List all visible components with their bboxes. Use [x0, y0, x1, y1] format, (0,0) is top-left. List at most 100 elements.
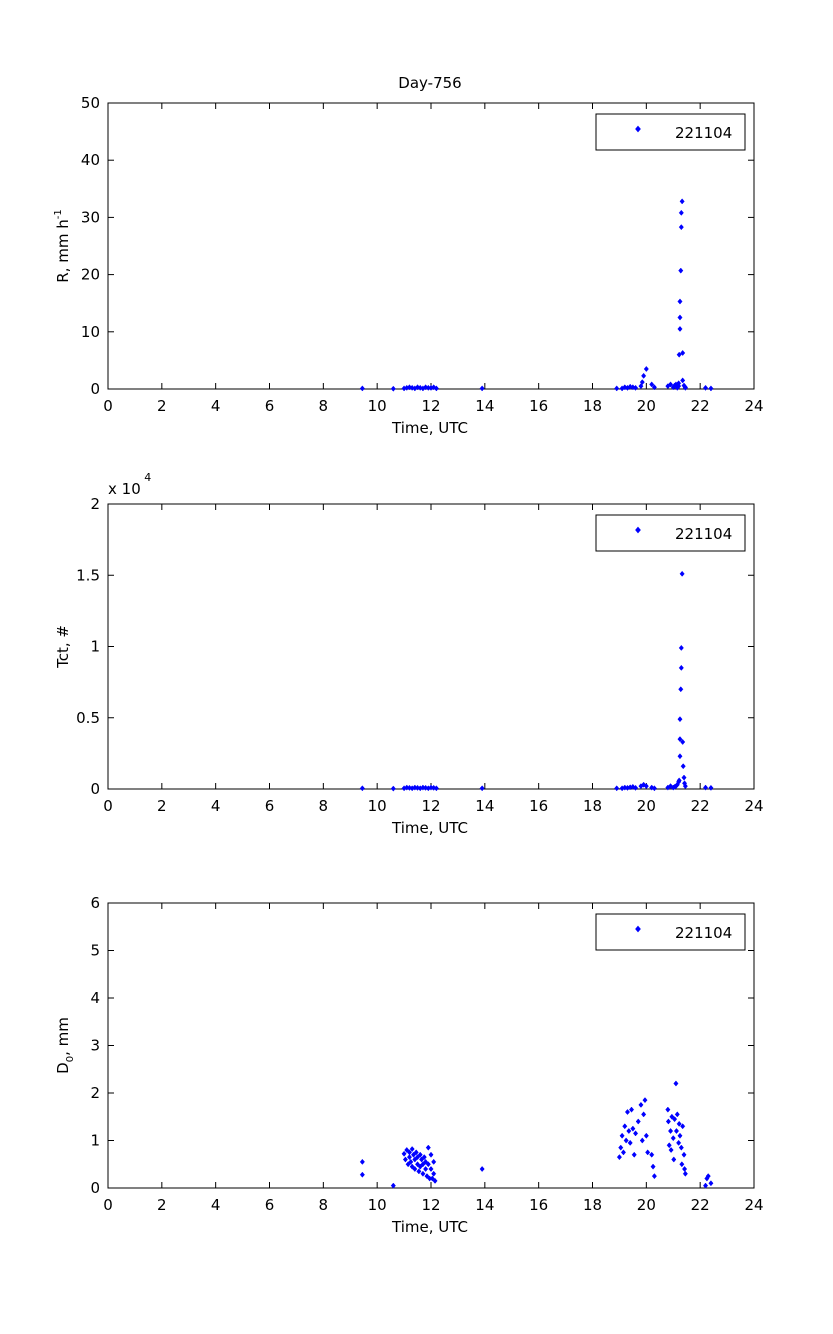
data-point: [703, 1182, 709, 1189]
data-point: [620, 1149, 626, 1156]
data-point: [627, 1139, 633, 1146]
data-point: [359, 785, 365, 792]
data-point: [641, 372, 647, 379]
x-tick-label: 14: [475, 397, 494, 415]
data-point: [359, 1158, 365, 1165]
data-point: [635, 1118, 641, 1125]
x-tick-label: 6: [265, 397, 275, 415]
data-point: [676, 1120, 682, 1127]
data-point: [676, 1139, 682, 1146]
data-point: [433, 385, 439, 392]
data-point: [431, 1158, 437, 1165]
data-point: [359, 1171, 365, 1178]
data-point: [673, 1080, 679, 1087]
data-point: [390, 785, 396, 792]
x-tick-label: 14: [475, 1196, 494, 1214]
data-point: [677, 298, 683, 305]
data-point: [682, 384, 688, 391]
data-point: [680, 738, 686, 745]
data-point: [668, 1147, 674, 1153]
y-axis-label: R, mm h-1: [53, 209, 72, 282]
x-tick-label: 18: [583, 397, 602, 415]
y-tick-label: 1: [90, 638, 100, 656]
data-point: [639, 1137, 645, 1144]
data-point: [676, 777, 682, 784]
data-point: [668, 381, 674, 388]
legend-box: [595, 514, 746, 552]
data-point: [665, 1106, 671, 1113]
data-point: [417, 1151, 423, 1158]
data-point: [678, 224, 684, 231]
figure-title: Day-756: [398, 74, 461, 92]
data-point: [404, 1147, 410, 1153]
legend: 221104: [595, 514, 746, 552]
data-point: [630, 783, 636, 790]
data-point: [678, 209, 684, 216]
y-tick-label: 50: [81, 94, 100, 112]
x-tick-label: 20: [637, 397, 656, 415]
legend-box: [595, 113, 746, 151]
data-point: [639, 379, 645, 386]
data-point: [668, 1128, 674, 1134]
legend-box: [595, 913, 746, 951]
legend-label: 221104: [675, 525, 732, 543]
data-point: [677, 314, 683, 321]
data-point: [643, 783, 649, 790]
x-tick-label: 22: [691, 397, 710, 415]
y-tick-label: 5: [90, 942, 100, 960]
x-tick-label: 12: [421, 797, 440, 815]
data-point: [433, 785, 439, 792]
data-point: [409, 1146, 415, 1153]
data-point: [682, 783, 688, 790]
series-221104: [359, 198, 714, 392]
data-point: [479, 1166, 485, 1172]
data-point: [633, 384, 639, 391]
data-point: [651, 785, 657, 792]
data-point: [408, 1158, 414, 1165]
data-point: [406, 1149, 412, 1156]
series-221104: [359, 1080, 714, 1189]
x-tick-label: 8: [319, 797, 329, 815]
data-point: [638, 383, 644, 390]
y-tick-label: 1: [90, 1132, 100, 1150]
data-point: [626, 1128, 632, 1134]
data-point: [423, 1166, 429, 1172]
x-tick-label: 20: [637, 797, 656, 815]
data-point: [643, 1132, 649, 1139]
x-tick-label: 22: [691, 1196, 710, 1214]
data-point: [679, 1161, 685, 1168]
data-point: [673, 1128, 680, 1134]
data-point: [428, 1166, 434, 1172]
data-point: [680, 1123, 686, 1130]
x-axis-label: Time, UTC: [391, 819, 468, 837]
y-tick-label: 3: [90, 1037, 100, 1055]
data-point: [641, 1111, 647, 1118]
data-point: [624, 1109, 631, 1115]
data-point: [619, 1132, 625, 1139]
legend: 221104: [595, 913, 746, 951]
data-point: [616, 1154, 622, 1161]
data-point: [631, 1151, 637, 1158]
data-point: [677, 1132, 683, 1139]
x-tick-label: 24: [744, 797, 763, 815]
x-tick-label: 4: [211, 1196, 221, 1214]
y-tick-label: 1.5: [76, 566, 100, 584]
data-point: [479, 385, 485, 392]
x-axis-label: Time, UTC: [391, 419, 468, 437]
x-tick-label: 18: [583, 797, 602, 815]
x-tick-label: 0: [103, 797, 113, 815]
y-axis-label: Tct, #: [54, 625, 72, 669]
y-exponent-label: x 10 4: [108, 471, 151, 498]
data-point: [665, 1118, 671, 1125]
data-point: [671, 1156, 677, 1163]
x-tick-label: 24: [744, 1196, 763, 1214]
data-point: [421, 1154, 427, 1161]
data-point: [650, 1163, 656, 1170]
data-point: [682, 1170, 688, 1177]
data-point: [618, 1144, 624, 1151]
y-tick-label: 2: [90, 495, 100, 513]
x-tick-label: 16: [529, 797, 548, 815]
data-point: [633, 784, 639, 791]
y-tick-label: 4: [90, 989, 100, 1007]
y-tick-label: 0.5: [76, 709, 100, 727]
